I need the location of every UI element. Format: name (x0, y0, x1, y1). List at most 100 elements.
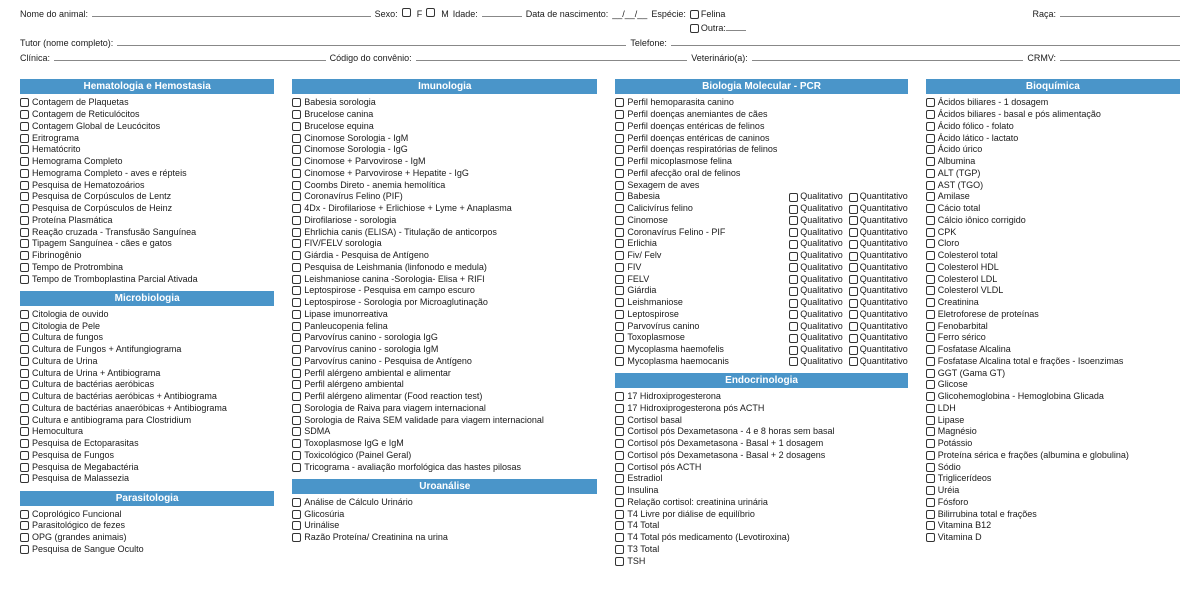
endocrinologia-checkbox[interactable] (615, 545, 624, 554)
imunologia-checkbox[interactable] (292, 427, 301, 436)
pcr-qualitativo-checkbox[interactable] (789, 346, 798, 355)
imunologia-checkbox[interactable] (292, 169, 301, 178)
sex-m-box[interactable] (426, 8, 435, 17)
bioquimica-checkbox[interactable] (926, 298, 935, 307)
hematologia-checkbox[interactable] (20, 181, 29, 190)
hematologia-checkbox[interactable] (20, 157, 29, 166)
pcr-quantitativo-checkbox[interactable] (849, 275, 858, 284)
imunologia-checkbox[interactable] (292, 357, 301, 366)
pcr-checkbox[interactable] (615, 251, 624, 260)
pcr-checkbox[interactable] (615, 169, 624, 178)
pcr-qualitativo-checkbox[interactable] (789, 263, 798, 272)
hematologia-checkbox[interactable] (20, 110, 29, 119)
microbiologia-checkbox[interactable] (20, 451, 29, 460)
parasitologia-checkbox[interactable] (20, 521, 29, 530)
hematologia-checkbox[interactable] (20, 192, 29, 201)
endocrinologia-checkbox[interactable] (615, 451, 624, 460)
pcr-qualitativo-checkbox[interactable] (789, 334, 798, 343)
bioquimica-checkbox[interactable] (926, 369, 935, 378)
hematologia-checkbox[interactable] (20, 263, 29, 272)
hematologia-checkbox[interactable] (20, 122, 29, 131)
bioquimica-checkbox[interactable] (926, 286, 935, 295)
vet-field[interactable] (752, 50, 1024, 61)
breed-field[interactable] (1060, 6, 1180, 17)
microbiologia-checkbox[interactable] (20, 380, 29, 389)
hematologia-checkbox[interactable] (20, 204, 29, 213)
endocrinologia-checkbox[interactable] (615, 557, 624, 566)
microbiologia-checkbox[interactable] (20, 322, 29, 331)
tutor-field[interactable] (117, 35, 626, 46)
pcr-quantitativo-checkbox[interactable] (849, 346, 858, 355)
pcr-qualitativo-checkbox[interactable] (789, 193, 798, 202)
pcr-checkbox[interactable] (615, 204, 624, 213)
bioquimica-checkbox[interactable] (926, 145, 935, 154)
bioquimica-checkbox[interactable] (926, 110, 935, 119)
pcr-qualitativo-checkbox[interactable] (789, 275, 798, 284)
species-outra-box[interactable] (690, 24, 699, 33)
imunologia-checkbox[interactable] (292, 310, 301, 319)
imunologia-checkbox[interactable] (292, 145, 301, 154)
microbiologia-checkbox[interactable] (20, 333, 29, 342)
pcr-quantitativo-checkbox[interactable] (849, 216, 858, 225)
pcr-quantitativo-checkbox[interactable] (849, 228, 858, 237)
bioquimica-checkbox[interactable] (926, 357, 935, 366)
microbiologia-checkbox[interactable] (20, 463, 29, 472)
pcr-quantitativo-checkbox[interactable] (849, 193, 858, 202)
hematologia-checkbox[interactable] (20, 145, 29, 154)
parasitologia-checkbox[interactable] (20, 533, 29, 542)
clinic-field[interactable] (54, 50, 326, 61)
pcr-checkbox[interactable] (615, 157, 624, 166)
pcr-checkbox[interactable] (615, 310, 624, 319)
pcr-checkbox[interactable] (615, 192, 624, 201)
pcr-quantitativo-checkbox[interactable] (849, 252, 858, 261)
endocrinologia-checkbox[interactable] (615, 392, 624, 401)
bioquimica-checkbox[interactable] (926, 427, 935, 436)
hematologia-checkbox[interactable] (20, 169, 29, 178)
endocrinologia-checkbox[interactable] (615, 404, 624, 413)
age-field[interactable] (482, 6, 522, 17)
imunologia-checkbox[interactable] (292, 204, 301, 213)
endocrinologia-checkbox[interactable] (615, 463, 624, 472)
pcr-checkbox[interactable] (615, 322, 624, 331)
pcr-qualitativo-checkbox[interactable] (789, 216, 798, 225)
bioquimica-checkbox[interactable] (926, 216, 935, 225)
bioquimica-checkbox[interactable] (926, 157, 935, 166)
bioquimica-checkbox[interactable] (926, 181, 935, 190)
pcr-qualitativo-checkbox[interactable] (789, 228, 798, 237)
bioquimica-checkbox[interactable] (926, 204, 935, 213)
bioquimica-checkbox[interactable] (926, 345, 935, 354)
pcr-checkbox[interactable] (615, 298, 624, 307)
bioquimica-checkbox[interactable] (926, 98, 935, 107)
pcr-checkbox[interactable] (615, 216, 624, 225)
bioquimica-checkbox[interactable] (926, 169, 935, 178)
pcr-quantitativo-checkbox[interactable] (849, 334, 858, 343)
uroanalise-checkbox[interactable] (292, 521, 301, 530)
imunologia-checkbox[interactable] (292, 251, 301, 260)
pcr-checkbox[interactable] (615, 122, 624, 131)
imunologia-checkbox[interactable] (292, 110, 301, 119)
microbiologia-checkbox[interactable] (20, 310, 29, 319)
bioquimica-checkbox[interactable] (926, 228, 935, 237)
bioquimica-checkbox[interactable] (926, 486, 935, 495)
imunologia-checkbox[interactable] (292, 369, 301, 378)
pcr-checkbox[interactable] (615, 181, 624, 190)
endocrinologia-checkbox[interactable] (615, 439, 624, 448)
pcr-quantitativo-checkbox[interactable] (849, 310, 858, 319)
microbiologia-checkbox[interactable] (20, 474, 29, 483)
microbiologia-checkbox[interactable] (20, 439, 29, 448)
pcr-checkbox[interactable] (615, 134, 624, 143)
pcr-qualitativo-checkbox[interactable] (789, 357, 798, 366)
hematologia-checkbox[interactable] (20, 134, 29, 143)
imunologia-checkbox[interactable] (292, 404, 301, 413)
animal-name-field[interactable] (92, 6, 371, 17)
microbiologia-checkbox[interactable] (20, 427, 29, 436)
pcr-checkbox[interactable] (615, 357, 624, 366)
imunologia-checkbox[interactable] (292, 263, 301, 272)
bioquimica-checkbox[interactable] (926, 263, 935, 272)
microbiologia-checkbox[interactable] (20, 369, 29, 378)
bioquimica-checkbox[interactable] (926, 439, 935, 448)
pcr-checkbox[interactable] (615, 333, 624, 342)
hematologia-checkbox[interactable] (20, 275, 29, 284)
bioquimica-checkbox[interactable] (926, 380, 935, 389)
bioquimica-checkbox[interactable] (926, 533, 935, 542)
